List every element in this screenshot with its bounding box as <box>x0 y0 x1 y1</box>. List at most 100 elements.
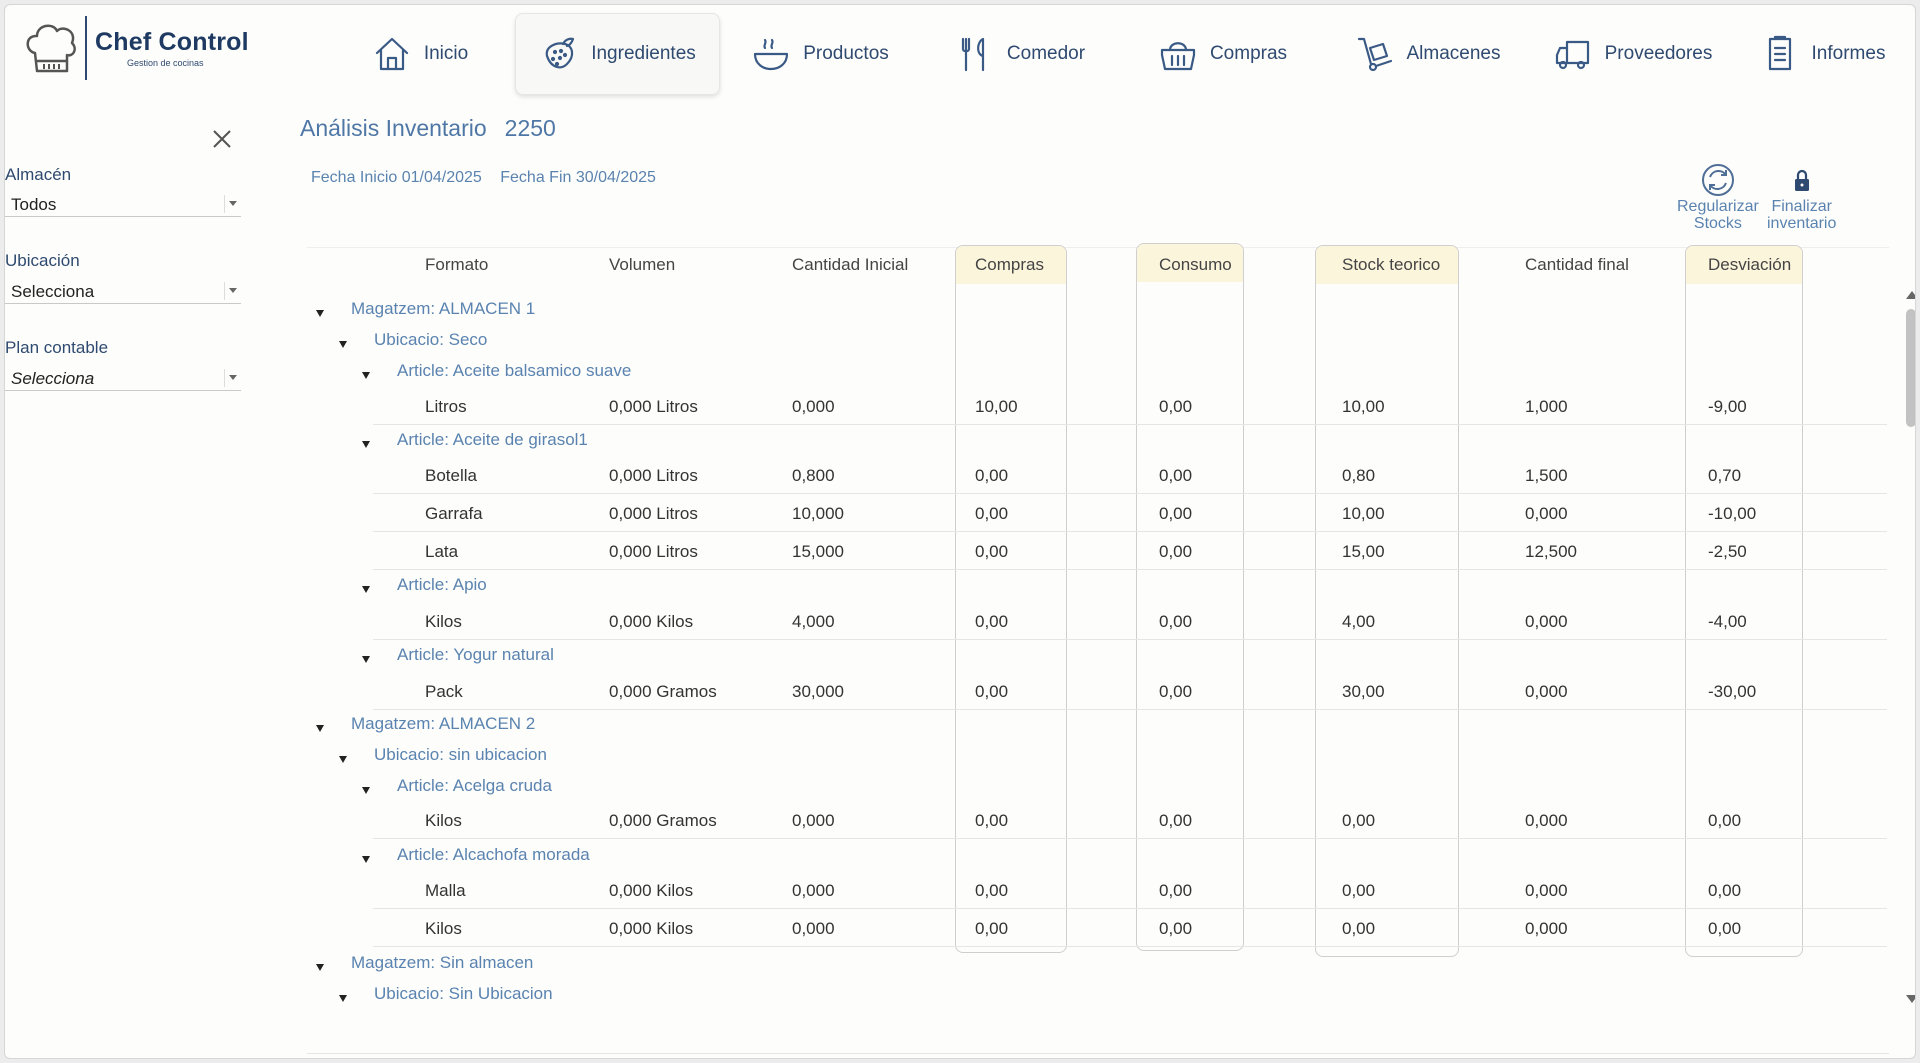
group-row-almacen[interactable]: Magatzem: ALMACEN 2 <box>351 714 536 733</box>
cell-desviacion: -4,00 <box>1708 612 1747 631</box>
col-header-cantidad-inicial[interactable]: Cantidad Inicial <box>792 255 909 274</box>
cell-cantidad-inicial: 0,000 <box>792 881 835 900</box>
strawberry-icon <box>545 37 575 69</box>
expand-toggle-icon[interactable] <box>316 725 324 732</box>
row-divider <box>373 424 1887 425</box>
almacen-select[interactable]: Todos <box>5 193 241 217</box>
group-row-ubicacion[interactable]: Ubicacio: Seco <box>374 330 488 349</box>
cell-desviacion: -30,00 <box>1708 682 1757 701</box>
cell-consumo: 0,00 <box>1159 542 1193 561</box>
scroll-down-icon[interactable] <box>1906 995 1915 1003</box>
group-row-article[interactable]: Article: Yogur natural <box>397 645 554 664</box>
cell-consumo: 0,00 <box>1159 612 1193 631</box>
finalizar-line1: Finalizar <box>1771 198 1832 215</box>
expand-toggle-icon[interactable] <box>316 310 324 317</box>
cell-volumen: 0,000 Litros <box>609 466 698 485</box>
almacen-select-value: Todos <box>11 195 57 214</box>
row-divider <box>373 946 1887 947</box>
expand-toggle-icon[interactable] <box>362 441 370 448</box>
cell-volumen: 0,000 Litros <box>609 504 698 523</box>
ubicacion-select[interactable]: Selecciona <box>5 280 241 304</box>
col-header-consumo[interactable]: Consumo <box>1159 255 1232 274</box>
plan-contable-select[interactable]: Selecciona <box>5 367 241 391</box>
col-header-volumen[interactable]: Volumen <box>609 255 676 274</box>
scroll-thumb[interactable] <box>1906 309 1915 427</box>
bowl-icon <box>754 38 789 71</box>
regularizar-line2: Stocks <box>1693 215 1742 232</box>
expand-toggle-icon[interactable] <box>339 756 347 763</box>
cell-cantidad-final: 0,000 <box>1525 682 1568 701</box>
nav-comedor-label: Comedor <box>1006 43 1086 64</box>
cell-consumo: 0,00 <box>1159 919 1193 938</box>
page-title: Análisis Inventario 2250 <box>300 115 556 142</box>
group-row-article[interactable]: Article: Alcachofa morada <box>397 845 590 864</box>
cell-cantidad-inicial: 4,000 <box>792 612 835 631</box>
nav-informes[interactable]: Informes <box>1735 13 1910 95</box>
table-scrollbar[interactable] <box>1903 287 1915 1003</box>
cell-consumo: 0,00 <box>1159 811 1193 830</box>
row-divider <box>373 639 1887 640</box>
cell-volumen: 0,000 Kilos <box>609 612 694 631</box>
cell-desviacion: 0,00 <box>1708 919 1742 938</box>
nav-almacenes[interactable]: Almacenes <box>1325 13 1530 95</box>
expand-toggle-icon[interactable] <box>316 964 324 971</box>
col-header-formato[interactable]: Formato <box>425 255 489 274</box>
expand-toggle-icon[interactable] <box>339 995 347 1002</box>
nav-inicio[interactable]: Inicio <box>325 13 515 95</box>
basket-icon <box>1160 42 1196 71</box>
nav-ingredientes[interactable]: Ingredientes <box>515 13 720 95</box>
group-row-article[interactable]: Article: Aceite de girasol1 <box>397 430 588 449</box>
scroll-up-icon[interactable] <box>1906 291 1915 299</box>
cell-cantidad-inicial: 0,000 <box>792 811 835 830</box>
nav-comedor[interactable]: Comedor <box>920 13 1120 95</box>
finalizar-inventario-button[interactable]: Finalizar inventario <box>1767 163 1836 232</box>
cell-consumo: 0,00 <box>1159 466 1193 485</box>
col-header-desviacion[interactable]: Desviación <box>1708 255 1792 274</box>
col-header-stock-teorico[interactable]: Stock teorico <box>1342 255 1441 274</box>
cell-volumen: 0,000 Litros <box>609 542 698 561</box>
brand-name: Chef Control <box>95 28 249 56</box>
nav-almacenes-label: Almacenes <box>1406 43 1501 64</box>
expand-toggle-icon[interactable] <box>362 586 370 593</box>
cell-desviacion: -9,00 <box>1708 397 1747 416</box>
col-header-cantidad-final[interactable]: Cantidad final <box>1525 255 1629 274</box>
expand-toggle-icon[interactable] <box>362 856 370 863</box>
main-nav: Inicio Ingredientes Productos Comedor Co… <box>325 13 1910 95</box>
cell-stock-teorico: 10,00 <box>1342 397 1385 416</box>
cell-stock-teorico: 0,00 <box>1342 811 1376 830</box>
cell-cantidad-inicial: 0,000 <box>792 919 835 938</box>
home-icon <box>375 37 408 71</box>
col-header-compras[interactable]: Compras <box>975 255 1044 274</box>
expand-toggle-icon[interactable] <box>362 656 370 663</box>
cell-stock-teorico: 0,00 <box>1342 919 1376 938</box>
cell-formato: Garrafa <box>425 504 483 523</box>
cell-consumo: 0,00 <box>1159 504 1193 523</box>
page-title-text: Análisis Inventario <box>300 115 487 141</box>
expand-toggle-icon[interactable] <box>339 341 347 348</box>
cell-compras: 0,00 <box>975 466 1009 485</box>
ubicacion-label: Ubicación <box>5 251 80 270</box>
group-row-almacen[interactable]: Magatzem: ALMACEN 1 <box>351 299 536 318</box>
group-row-ubicacion[interactable]: Ubicacio: Sin Ubicacion <box>374 984 553 1003</box>
group-row-article[interactable]: Article: Apio <box>397 575 487 594</box>
regularizar-stocks-button[interactable]: Regularizar Stocks <box>1677 163 1759 232</box>
cell-stock-teorico: 0,00 <box>1342 881 1376 900</box>
nav-productos[interactable]: Productos <box>720 13 920 95</box>
cell-compras: 0,00 <box>975 504 1009 523</box>
expand-toggle-icon[interactable] <box>362 372 370 379</box>
inventory-number: 2250 <box>504 115 556 141</box>
cell-compras: 0,00 <box>975 919 1009 938</box>
fecha-inicio: Fecha Inicio 01/04/2025 <box>311 169 482 186</box>
close-sidebar-button[interactable] <box>210 127 234 151</box>
group-row-ubicacion[interactable]: Ubicacio: sin ubicacion <box>374 745 547 764</box>
row-divider <box>373 569 1887 570</box>
group-row-article[interactable]: Article: Acelga cruda <box>397 776 552 795</box>
truck-icon <box>1555 40 1589 70</box>
fork-knife-icon <box>961 37 985 72</box>
expand-toggle-icon[interactable] <box>362 787 370 794</box>
nav-compras[interactable]: Compras <box>1120 13 1325 95</box>
group-row-almacen[interactable]: Magatzem: Sin almacen <box>351 953 534 972</box>
nav-proveedores[interactable]: Proveedores <box>1530 13 1735 95</box>
group-row-article[interactable]: Article: Aceite balsamico suave <box>397 361 632 380</box>
nav-compras-label: Compras <box>1209 43 1288 64</box>
